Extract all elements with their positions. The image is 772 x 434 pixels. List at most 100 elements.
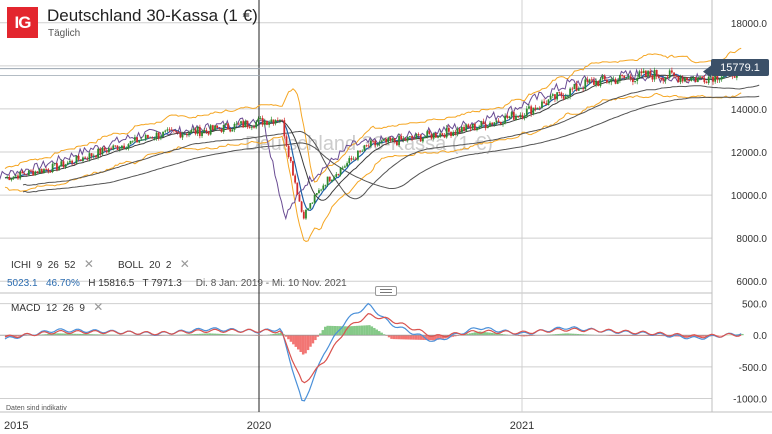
candle-body xyxy=(218,128,221,129)
candle-body xyxy=(480,121,483,127)
candle-body xyxy=(164,130,167,132)
candle-body xyxy=(510,112,513,117)
candle-body xyxy=(255,121,258,128)
candle-body xyxy=(43,169,45,173)
macd-histogram-bar xyxy=(321,330,325,336)
close-bollinger-icon[interactable]: ✕ xyxy=(179,257,190,271)
candle-body xyxy=(99,148,102,155)
candle-body xyxy=(166,129,169,131)
bollinger-upper-line xyxy=(4,47,742,183)
macd-histogram-bar xyxy=(44,334,47,336)
ichimoku-span-b-line xyxy=(22,95,760,193)
candle-body xyxy=(23,173,26,175)
macd-histogram-bar xyxy=(341,326,344,336)
candle-body xyxy=(231,129,234,132)
panel-resize-handle[interactable] xyxy=(375,286,397,296)
macd-histogram-bar xyxy=(701,335,705,337)
bollinger-param-2: 2 xyxy=(165,260,172,271)
candle-body xyxy=(497,120,500,122)
macd-histogram-bar xyxy=(49,333,52,336)
candle-body xyxy=(506,115,509,119)
macd-histogram-bar xyxy=(628,335,631,336)
macd-indicator-label[interactable]: MACD 12 26 9 ✕ xyxy=(11,300,103,314)
candle-body xyxy=(357,150,359,160)
candle-body xyxy=(484,123,487,129)
macd-histogram-bar xyxy=(213,333,217,336)
macd-histogram-bar xyxy=(584,334,587,336)
candle-body xyxy=(71,160,74,164)
macd-histogram-bar xyxy=(338,326,342,336)
candle-body xyxy=(201,132,203,136)
macd-histogram-bar xyxy=(427,335,430,341)
macd-histogram-bar xyxy=(473,332,477,336)
candle-body xyxy=(181,134,184,138)
candle-body xyxy=(504,115,507,124)
macd-histogram-bar xyxy=(81,333,84,336)
candle-body xyxy=(97,148,100,158)
macd-histogram-bar xyxy=(451,335,455,337)
close-ichimoku-icon[interactable]: ✕ xyxy=(83,257,94,271)
macd-histogram-bar xyxy=(382,334,386,336)
candle-body xyxy=(114,145,117,147)
instrument-title: Deutschland 30-Kassa (1 €) xyxy=(47,6,258,25)
candle-body xyxy=(75,155,78,164)
candle-body xyxy=(396,141,398,145)
candle-body xyxy=(502,123,504,125)
candle-body xyxy=(536,107,539,110)
candle-body xyxy=(203,129,206,133)
candle-body xyxy=(248,127,251,129)
macd-histogram-bar xyxy=(412,335,415,340)
candle-body xyxy=(677,76,680,83)
candle-body xyxy=(242,121,245,128)
macd-histogram-bar xyxy=(623,335,626,336)
candle-body xyxy=(272,119,275,124)
candle-body xyxy=(380,140,383,142)
candle-body xyxy=(300,201,303,212)
candle-body xyxy=(716,74,719,80)
macd-histogram-bar xyxy=(289,335,293,342)
candle-body xyxy=(400,136,403,140)
candle-body xyxy=(257,118,260,122)
candle-body xyxy=(359,150,361,152)
candle-body xyxy=(383,139,385,141)
ichimoku-param-3: 52 xyxy=(64,260,76,271)
candle-body xyxy=(424,136,426,138)
macd-histogram-bar xyxy=(576,333,580,336)
macd-histogram-bar xyxy=(314,335,317,341)
candle-body xyxy=(30,170,32,172)
macd-histogram-bar xyxy=(429,335,432,341)
candle-body xyxy=(121,145,123,149)
candle-body xyxy=(296,182,299,195)
close-macd-icon[interactable]: ✕ xyxy=(93,300,104,314)
macd-histogram-bar xyxy=(613,335,617,336)
candle-body xyxy=(92,155,95,157)
macd-histogram-bar xyxy=(270,334,273,336)
macd-histogram-bar xyxy=(368,325,371,336)
candle-body xyxy=(194,129,197,134)
ichimoku-indicator-label[interactable]: ICHI 9 26 52 ✕ xyxy=(11,257,94,271)
candle-body xyxy=(198,126,201,136)
candle-body xyxy=(421,137,424,142)
candle-body xyxy=(603,75,606,80)
candle-body xyxy=(123,145,125,149)
candle-body xyxy=(393,138,396,142)
macd-histogram-bar xyxy=(493,333,496,336)
candle-body xyxy=(432,133,435,139)
macd-tick-label: 0.0 xyxy=(753,331,767,342)
candle-body xyxy=(636,78,639,82)
macd-histogram-bar xyxy=(525,335,528,337)
candle-body xyxy=(601,75,604,80)
candle-body xyxy=(222,124,225,132)
candle-body xyxy=(532,107,535,115)
bollinger-indicator-label[interactable]: BOLL 20 2 ✕ xyxy=(118,257,190,271)
macd-histogram-bar xyxy=(635,335,639,336)
candle-body xyxy=(259,118,262,119)
macd-histogram-bar xyxy=(407,335,410,340)
candle-body xyxy=(45,169,48,170)
macd-histogram-bar xyxy=(58,333,62,336)
bollinger-name: BOLL xyxy=(118,260,144,271)
price-tick-label: 14000.0 xyxy=(731,105,768,116)
macd-histogram-bar xyxy=(272,333,275,336)
candle-body xyxy=(391,138,394,141)
